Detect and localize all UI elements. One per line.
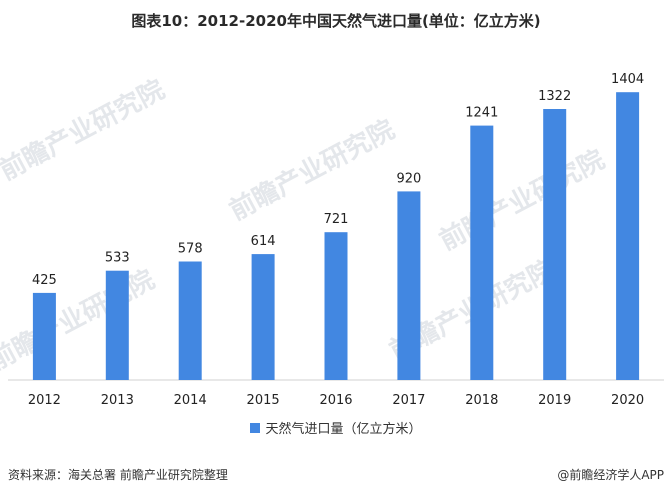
bar-2015 (251, 254, 275, 380)
bar-2020 (616, 92, 640, 380)
x-tick-label-2013: 2013 (101, 393, 134, 408)
data-label-2016: 721 (324, 212, 349, 227)
x-tick-label-2014: 2014 (174, 393, 207, 408)
data-label-2012: 425 (32, 273, 57, 288)
legend: 天然气进口量（亿立方米） (0, 418, 672, 437)
data-label-2014: 578 (178, 242, 203, 257)
x-tick-label-2018: 2018 (465, 393, 498, 408)
data-label-2015: 614 (251, 234, 276, 249)
x-tick-label-2016: 2016 (319, 393, 352, 408)
data-label-2019: 1322 (538, 89, 571, 104)
bar-2016 (324, 232, 348, 380)
x-tick-label-2020: 2020 (611, 393, 644, 408)
legend-label: 天然气进口量（亿立方米） (265, 422, 422, 437)
x-tick-label-2017: 2017 (392, 393, 425, 408)
brand-credit: @前瞻经济学人APP (557, 468, 664, 482)
chart-title: 图表10：2012-2020年中国天然气进口量(单位：亿立方米) (131, 12, 541, 30)
data-label-2013: 533 (105, 251, 130, 266)
data-label-2017: 920 (396, 171, 421, 186)
legend-swatch (250, 422, 261, 433)
bar-2018 (470, 125, 494, 380)
x-tick-label-2019: 2019 (538, 393, 571, 408)
data-label-2018: 1241 (465, 106, 498, 121)
x-tick-label-2015: 2015 (247, 393, 280, 408)
bar-2013 (105, 270, 129, 380)
bar-2012 (32, 292, 56, 380)
data-label-2020: 1404 (611, 72, 644, 87)
bar-2019 (543, 109, 567, 380)
x-tick-label-2012: 2012 (28, 393, 61, 408)
bar-2014 (178, 261, 202, 380)
source-note: 资料来源：海关总署 前瞻产业研究院整理 (8, 468, 228, 482)
bar-2017 (397, 191, 421, 380)
